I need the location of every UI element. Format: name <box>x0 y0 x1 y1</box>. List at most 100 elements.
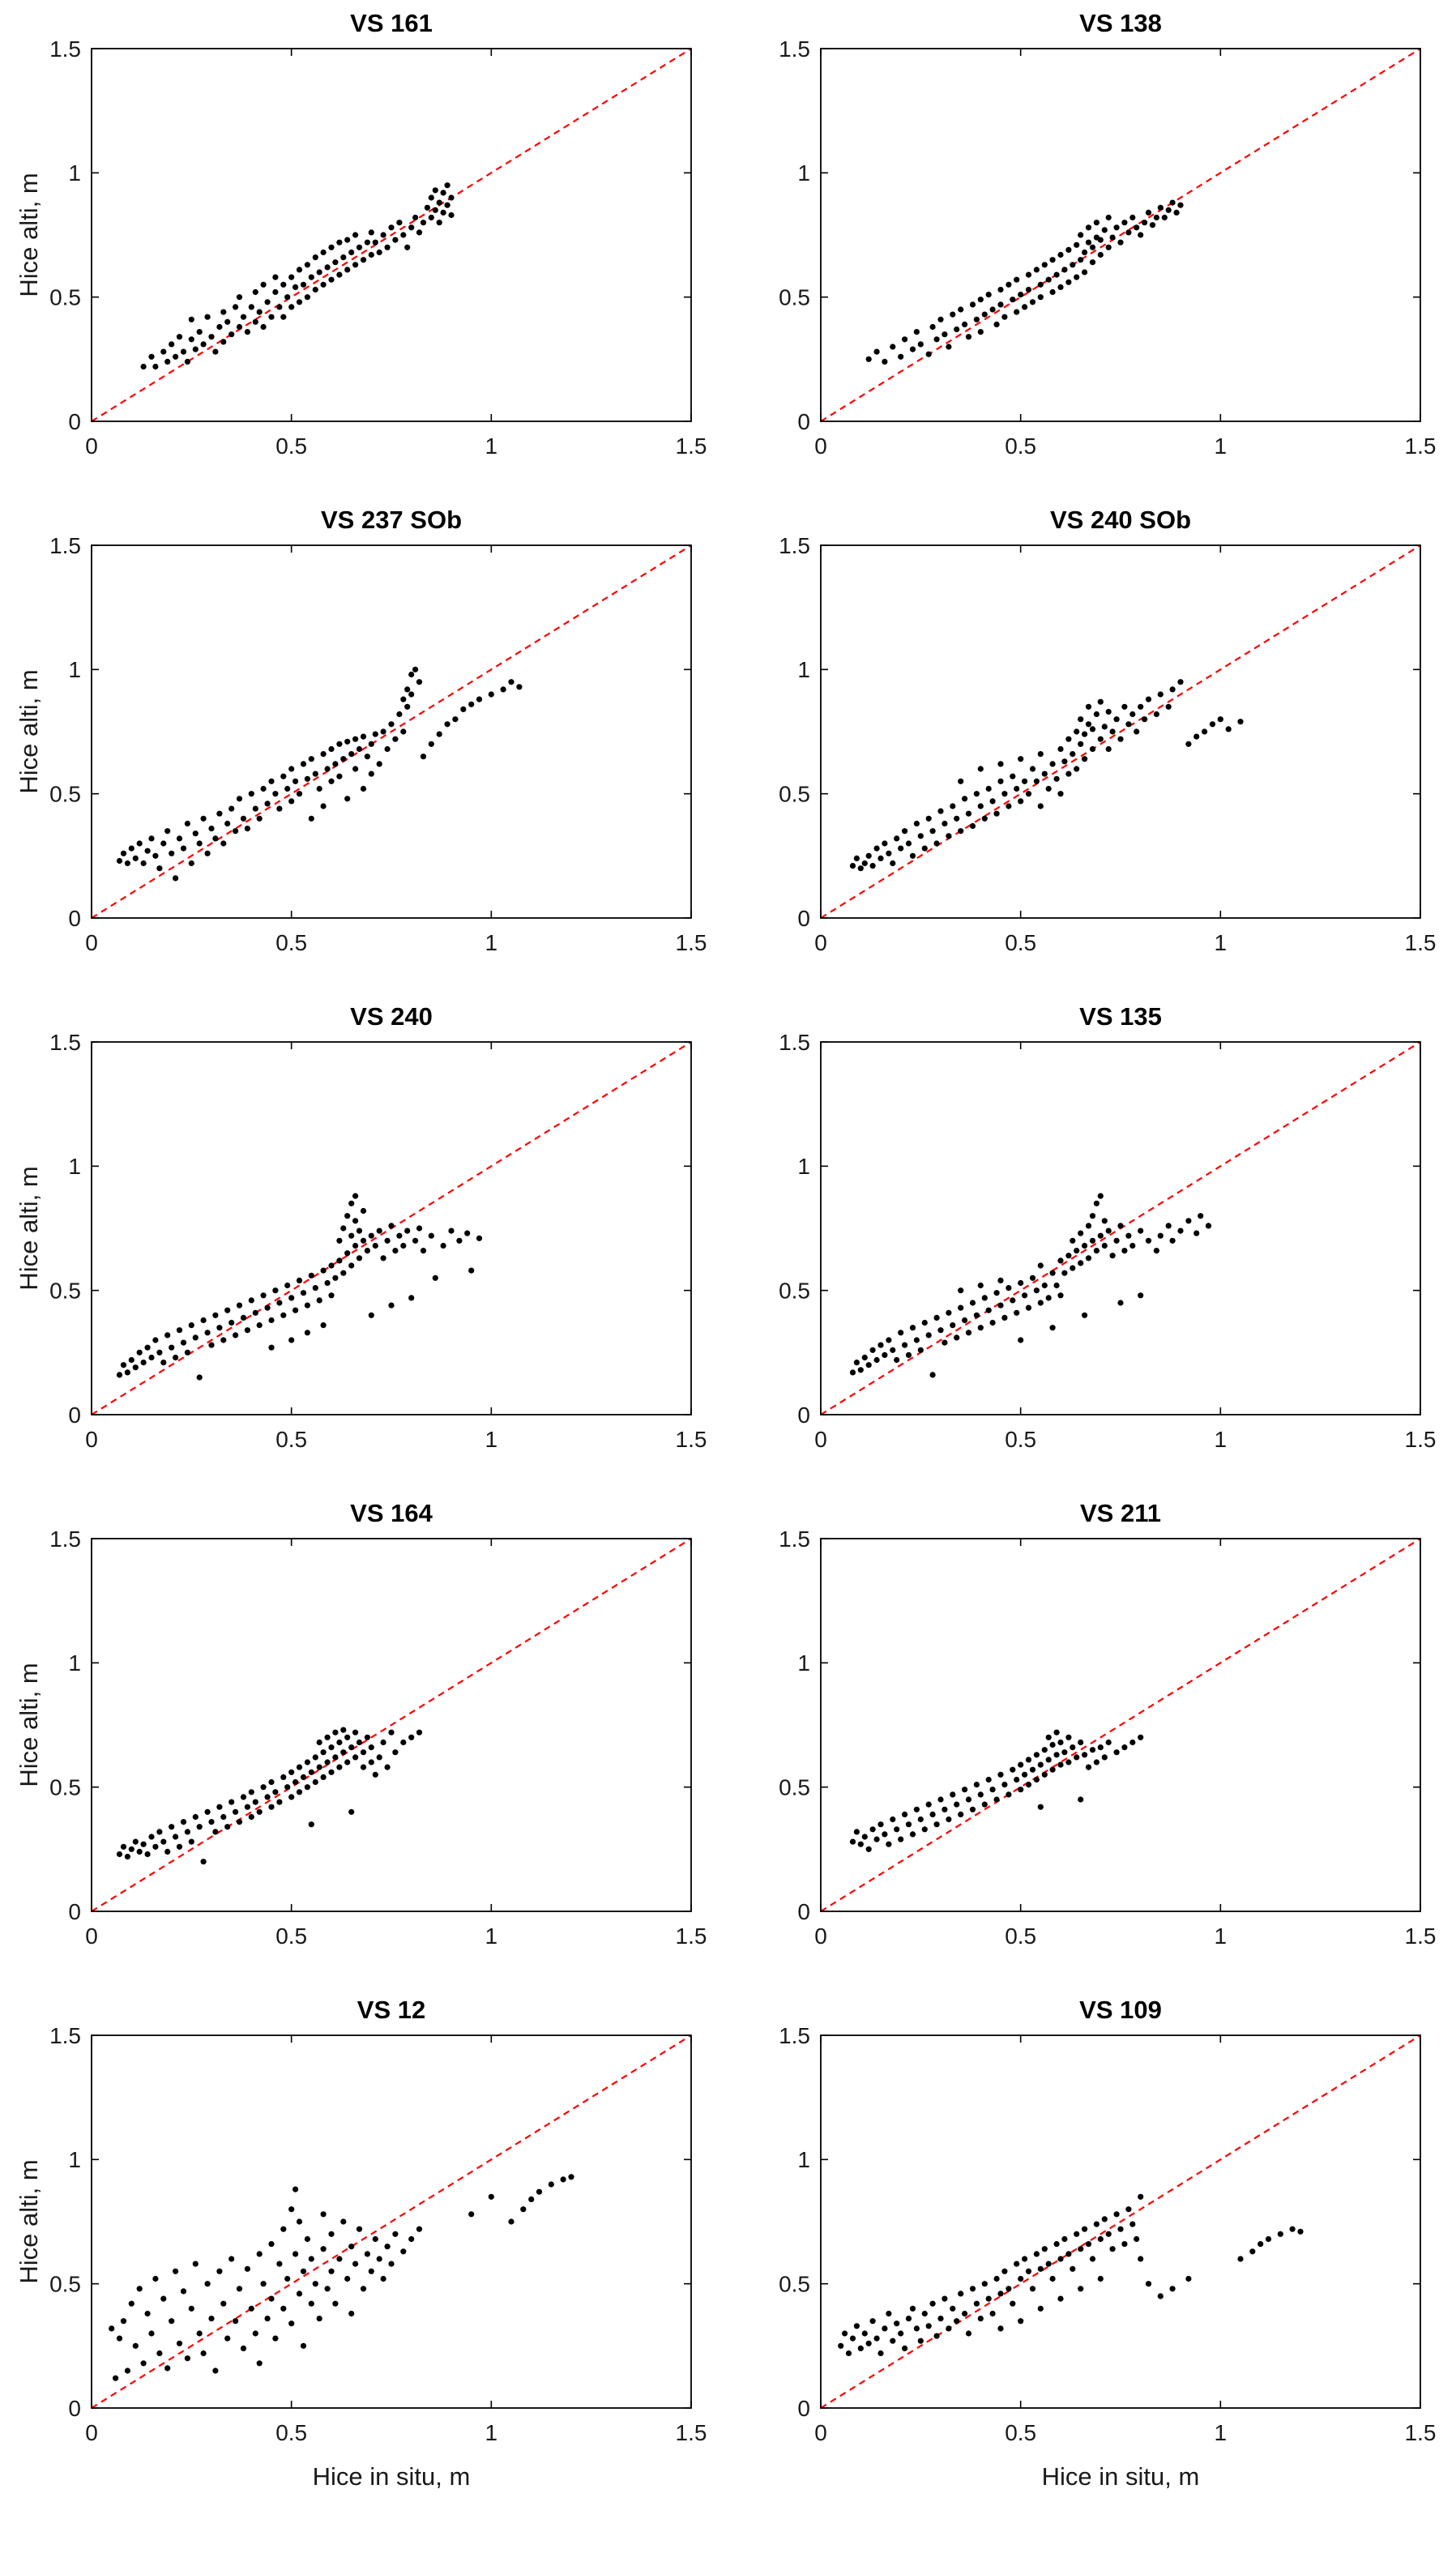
data-point <box>233 1332 239 1339</box>
data-point <box>1022 304 1028 310</box>
data-point <box>296 299 303 305</box>
data-point <box>268 1317 275 1324</box>
data-point <box>1074 728 1080 735</box>
data-point <box>356 2226 363 2232</box>
data-point <box>244 1804 250 1810</box>
data-point <box>1149 222 1156 228</box>
data-point <box>1157 1232 1164 1239</box>
data-point <box>196 1824 203 1830</box>
data-point <box>1121 703 1128 710</box>
data-point <box>941 820 948 827</box>
data-point <box>977 2316 984 2322</box>
data-point <box>1078 2286 1084 2292</box>
data-point <box>1006 1791 1012 1798</box>
data-point <box>340 1270 347 1276</box>
data-point <box>929 323 936 331</box>
data-point <box>1045 1295 1052 1301</box>
data-point <box>973 2300 980 2307</box>
data-point <box>408 2235 415 2243</box>
data-point <box>1097 2275 1104 2282</box>
data-point <box>1093 1759 1099 1765</box>
data-point <box>849 2335 856 2342</box>
data-point <box>929 1811 936 1817</box>
data-point <box>344 267 351 273</box>
data-point <box>1057 1292 1064 1299</box>
data-point <box>276 2261 283 2267</box>
y-tick-label: 1.5 <box>779 537 810 558</box>
data-point <box>204 1330 211 1336</box>
data-point <box>292 2251 299 2257</box>
data-point <box>204 850 211 856</box>
data-point <box>873 2335 880 2342</box>
data-point <box>1029 1766 1036 1773</box>
data-point <box>268 314 275 320</box>
data-point <box>917 341 924 348</box>
data-point <box>1093 1200 1099 1206</box>
x-tick-label: 0 <box>814 930 827 955</box>
data-point <box>1089 244 1096 250</box>
data-point <box>933 1314 940 1321</box>
data-point <box>228 1799 235 1805</box>
data-point <box>1157 204 1164 211</box>
data-point <box>384 1237 391 1244</box>
data-point <box>969 1300 976 1306</box>
scatter-plot-vs-240-sob: 00 0.5 0.5 1 1 1.5 1.5 <box>779 537 1436 955</box>
data-point <box>280 314 287 320</box>
data-point <box>1041 771 1048 777</box>
data-point <box>1010 1297 1016 1304</box>
data-point <box>1117 736 1124 742</box>
data-points <box>140 182 455 370</box>
data-point <box>1037 1300 1044 1306</box>
data-point <box>264 1304 271 1311</box>
data-point <box>356 1255 363 1262</box>
data-point <box>1177 1227 1184 1234</box>
data-point <box>861 1354 868 1361</box>
data-point <box>1078 1260 1084 1266</box>
data-point <box>1057 745 1064 753</box>
data-point <box>1074 1248 1080 1254</box>
y-tick-label: 0.5 <box>49 1774 81 1800</box>
data-point <box>320 2246 327 2252</box>
data-point <box>212 2367 219 2374</box>
data-point <box>1089 1747 1096 1753</box>
data-point <box>296 1764 303 1770</box>
data-point <box>1057 791 1064 797</box>
data-point <box>173 1834 179 1840</box>
y-tick-label: 1.5 <box>49 1531 81 1552</box>
data-point <box>148 1354 155 1361</box>
data-point <box>1157 2293 1164 2299</box>
y-tick-label: 1 <box>797 160 810 186</box>
data-point <box>902 336 908 343</box>
data-point <box>857 2345 864 2351</box>
axes-box <box>91 48 692 422</box>
scatter-plot-vs-109: 00 0.5 0.5 1 1 1.5 1.5 Hice in situ, m <box>779 2027 1436 2491</box>
data-point <box>1033 2251 1040 2257</box>
data-point <box>989 1319 996 1326</box>
data-point <box>336 271 343 278</box>
data-point <box>1089 259 1096 266</box>
data-points <box>838 2193 1304 2357</box>
data-point <box>1045 2261 1052 2267</box>
data-point <box>997 761 1004 767</box>
data-point <box>448 211 455 219</box>
data-point <box>432 207 438 213</box>
axis-ticks <box>820 48 1421 422</box>
data-point <box>173 1354 179 1361</box>
data-point <box>977 803 984 809</box>
data-point <box>894 1826 900 1833</box>
y-tick-label: 0.5 <box>779 1278 810 1303</box>
data-point <box>1257 2241 1264 2248</box>
data-point <box>985 1307 992 1313</box>
data-point <box>400 1242 407 1249</box>
data-point <box>1078 2246 1084 2252</box>
data-point <box>1078 1230 1084 1236</box>
chart-title: VS 240 SOb <box>1049 506 1192 534</box>
data-point <box>1093 220 1099 226</box>
data-point <box>328 1262 335 1269</box>
data-point <box>913 2325 920 2332</box>
data-point <box>950 1322 956 1329</box>
data-point <box>1125 2206 1132 2213</box>
data-point <box>898 1330 904 1336</box>
data-point <box>332 1754 339 1761</box>
scatter-plot-vs-138: 00 0.5 0.5 1 1 1.5 1.5 <box>779 41 1436 459</box>
